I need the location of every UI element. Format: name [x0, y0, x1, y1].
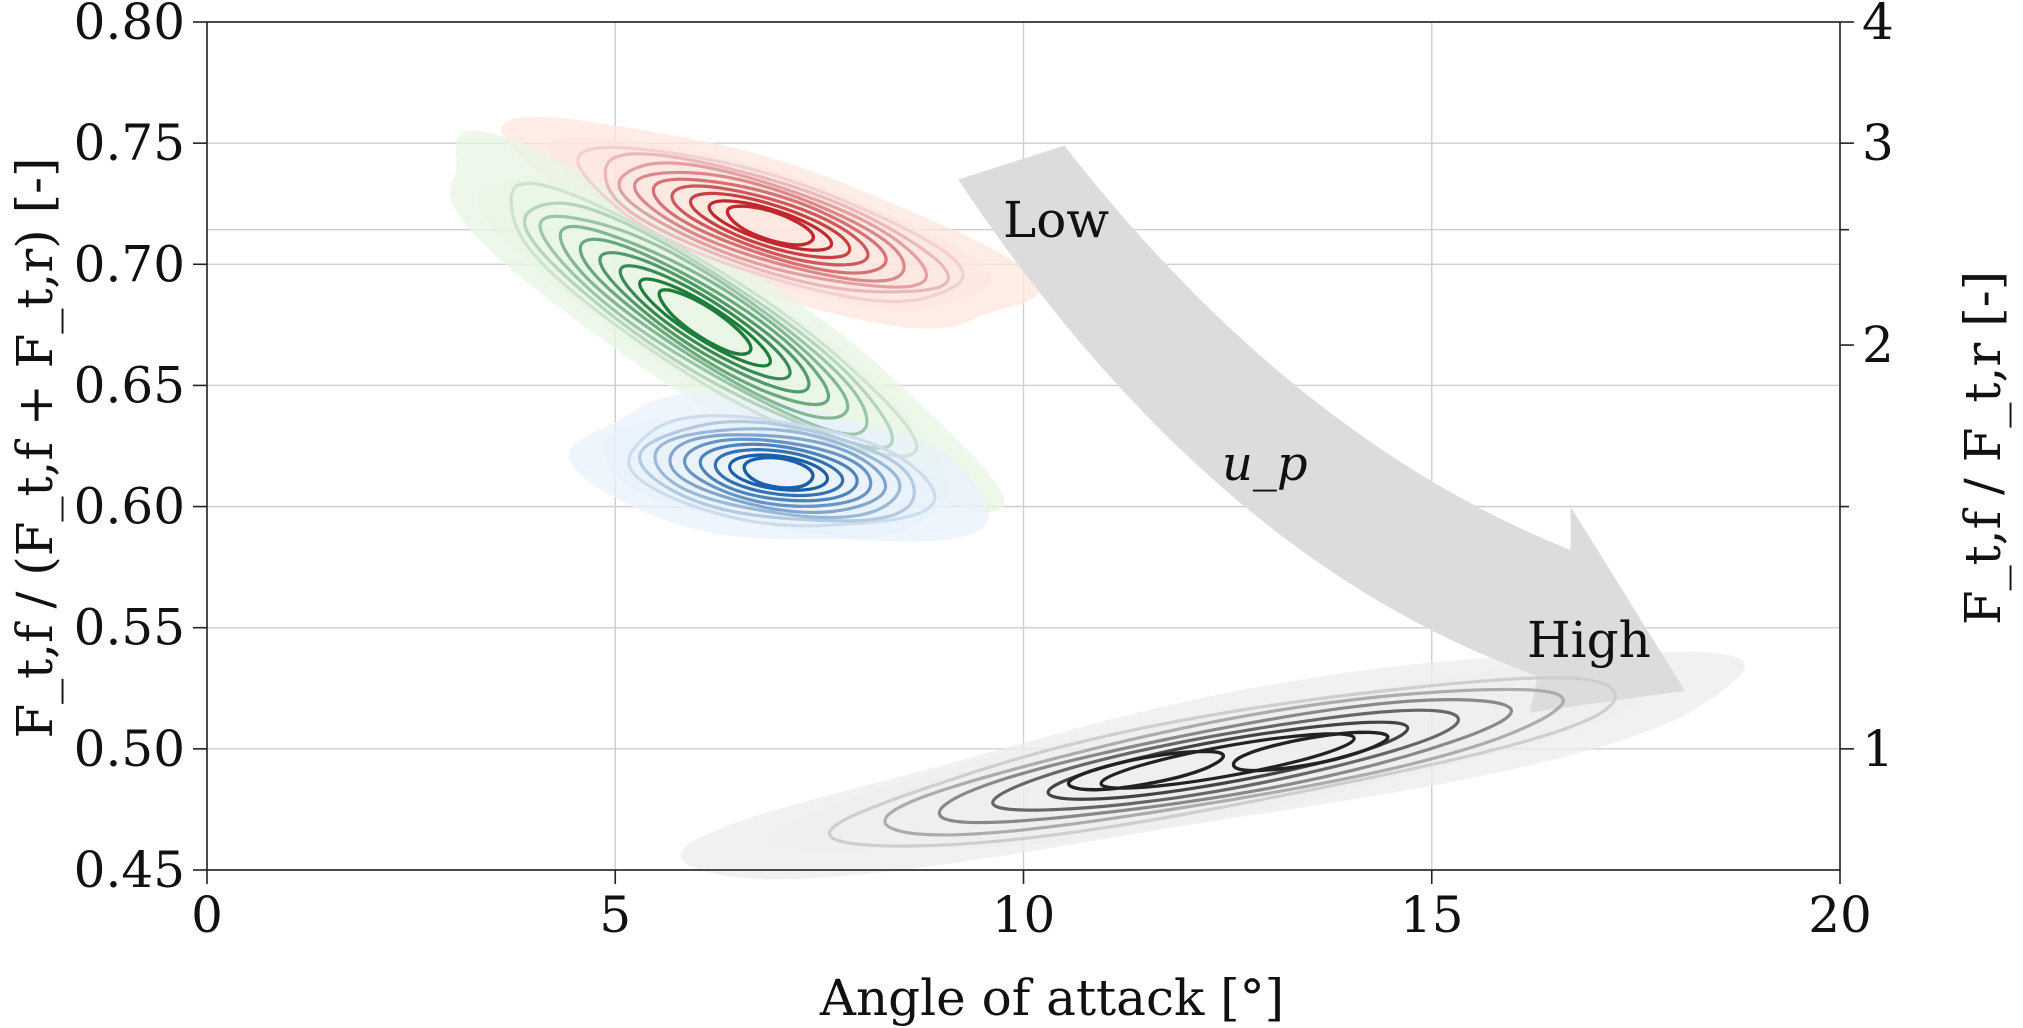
annotation-arrow-label: u_p [1222, 436, 1308, 492]
contour-line-3 [883, 687, 1565, 837]
contour-line-3 [1099, 732, 1356, 790]
contour-line-2 [638, 419, 916, 523]
contour-peak-1 [657, 288, 753, 356]
contour-line-1 [538, 214, 869, 436]
contour-line-2 [682, 437, 873, 508]
x-tick-label: 15 [1400, 886, 1464, 944]
contour-peak-2 [742, 455, 815, 490]
contour-line-0 [632, 170, 906, 283]
y-axis-label: F_t,f / (F_t,f + F_t,r) [-] [6, 157, 64, 738]
contour-line-1 [522, 201, 894, 450]
contour-line-0 [651, 177, 888, 275]
contours [509, 145, 1617, 848]
contour-line-1 [638, 277, 773, 368]
y2-axis-label: F_t,f / F_t,r [-] [1954, 271, 2012, 625]
annotation-low: Low [1003, 191, 1109, 249]
x-tick-label: 0 [191, 886, 223, 944]
contour-line-2 [627, 414, 937, 528]
y-tick-label: 0.45 [74, 841, 185, 899]
contour-line-3 [827, 676, 1617, 848]
contour-line-1 [558, 224, 850, 420]
contour-line-1 [578, 237, 831, 407]
annotation-high: High [1527, 611, 1651, 669]
y-tick-label: 0.55 [74, 599, 185, 657]
contour-line-2 [698, 442, 859, 503]
x-axis-label: Angle of attack [°] [819, 969, 1284, 1027]
trend-arrow-shape [958, 145, 1685, 713]
contour-line-3 [937, 697, 1514, 825]
contour-line-0 [576, 145, 965, 304]
contour-peak-3 [1231, 730, 1390, 773]
density-fill-inner-1 [478, 175, 945, 485]
contour-line-0 [617, 161, 929, 289]
contour-line-2 [713, 448, 845, 498]
y-tick-label: 0.50 [74, 720, 185, 778]
y-tick-label: 0.65 [74, 356, 185, 414]
y-tick-label: 0.60 [74, 478, 185, 536]
y2-tick-label: 2 [1862, 316, 1894, 374]
contour-line-0 [670, 184, 870, 267]
y2-tick-label: 1 [1862, 720, 1894, 778]
y2-tick-label: 3 [1862, 114, 1894, 172]
contour-peak-3 [1066, 749, 1226, 792]
y-tick-label: 0.75 [74, 114, 185, 172]
y-tick-label: 0.80 [74, 0, 185, 51]
x-tick-label: 10 [992, 886, 1056, 944]
contour-line-2 [668, 433, 888, 515]
y2-tick-label: 4 [1862, 0, 1894, 51]
x-tick-label: 5 [599, 886, 631, 944]
x-tick-label: 20 [1808, 886, 1872, 944]
contour-line-2 [653, 427, 902, 520]
contour-line-0 [707, 199, 834, 252]
contour-line-0 [688, 191, 852, 260]
axes: 0 5 10 15 20 0.45 0.50 0.55 0.60 0.65 0.70 0.75 0.80… [74, 0, 1894, 944]
contour-line-0 [603, 152, 951, 294]
contour-peak-0 [725, 204, 816, 247]
contour-line-3 [991, 708, 1461, 812]
contour-line-1 [618, 264, 792, 381]
y-tick-label: 0.70 [74, 235, 185, 293]
trend-arrow [958, 145, 1685, 713]
contour-line-1 [598, 251, 811, 394]
contour-line-2 [727, 453, 830, 492]
